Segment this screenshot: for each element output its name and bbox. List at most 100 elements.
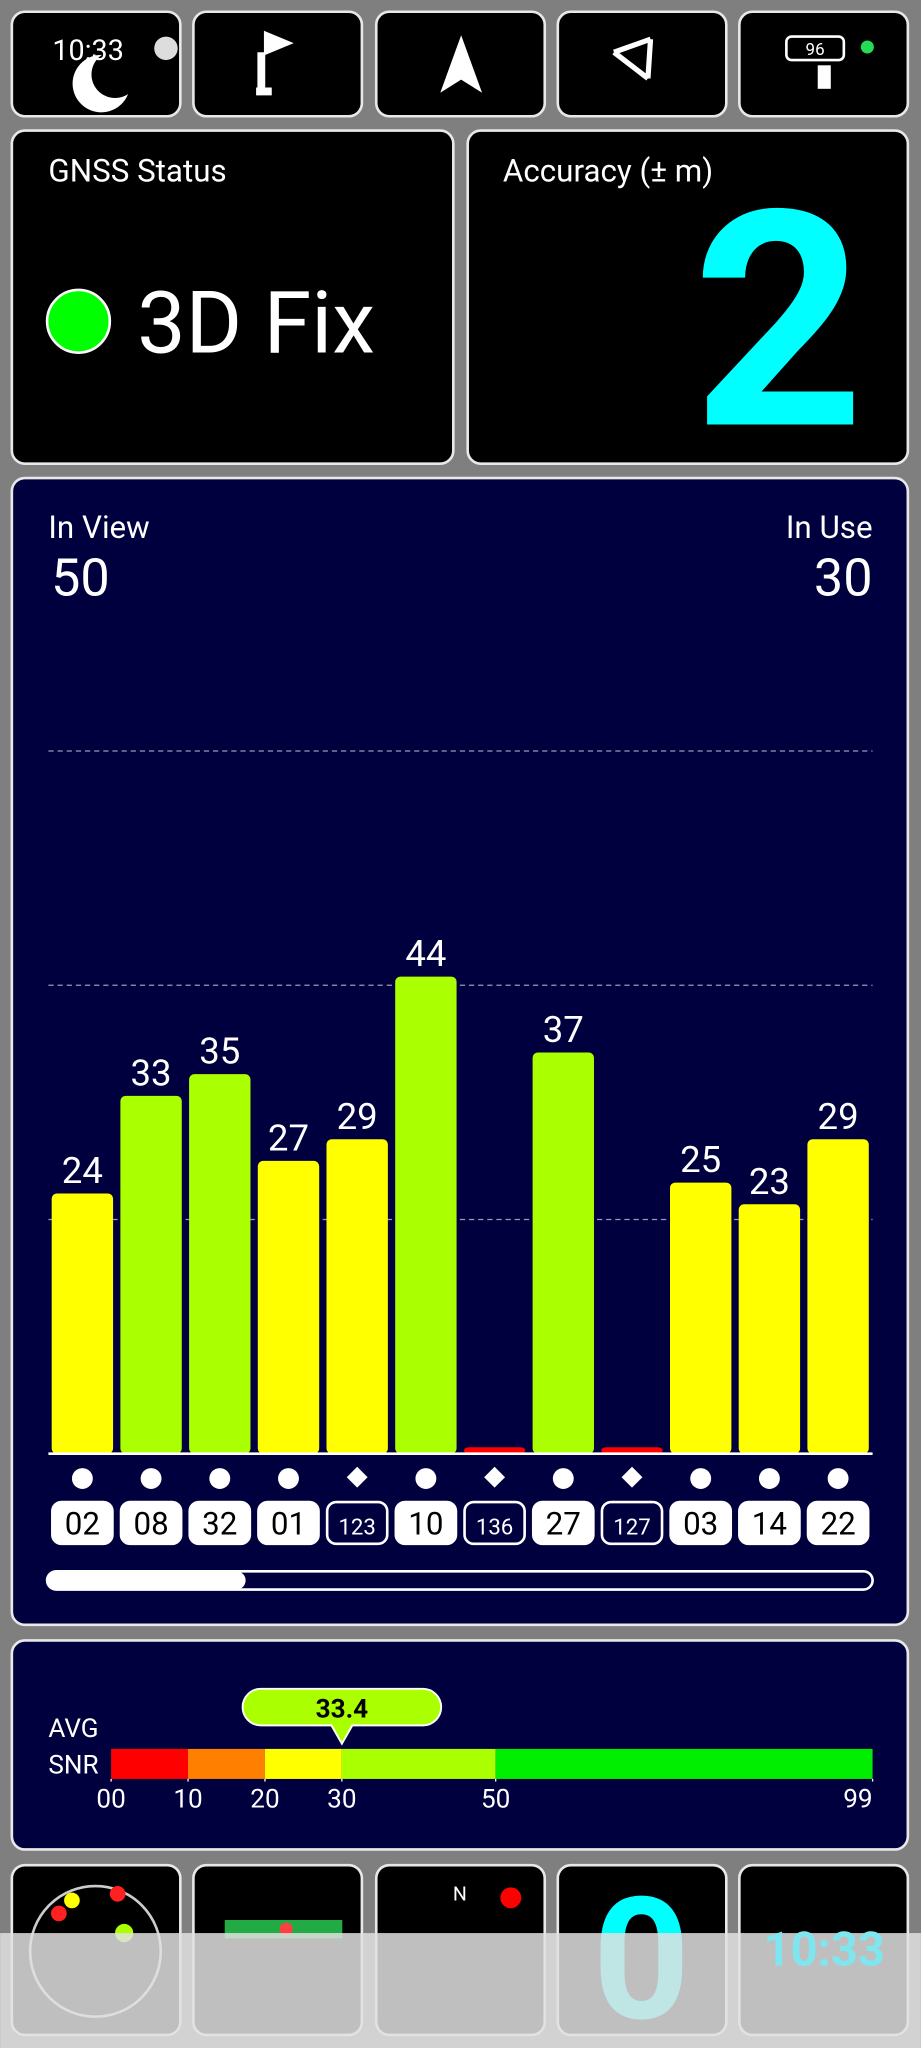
- value-label: 29: [337, 1095, 378, 1138]
- marker: [346, 1466, 368, 1488]
- id-box: [119, 1500, 183, 1546]
- x-tick-label: 10: [408, 1506, 443, 1543]
- battery-level: 96: [806, 40, 825, 60]
- location-dot: [279, 1922, 293, 1936]
- id-box: [394, 1500, 458, 1546]
- id-box: [669, 1500, 733, 1546]
- x-tick-label: 01: [271, 1506, 306, 1543]
- x-tick-label: 00: [96, 1785, 125, 1815]
- id-box: [257, 1500, 320, 1546]
- clock: 10:33: [52, 34, 124, 68]
- marker: [209, 1468, 231, 1489]
- x-tick-label: 30: [327, 1785, 356, 1815]
- x-tick-label: 20: [250, 1785, 279, 1815]
- x-tick-label: 123: [338, 1515, 375, 1541]
- id-box: [325, 1500, 389, 1546]
- avg-marker: [241, 1687, 443, 1746]
- tile[interactable]: [738, 10, 910, 118]
- check-icon: [154, 36, 178, 61]
- snr-band: [495, 1748, 873, 1779]
- id-box: [51, 1500, 114, 1546]
- x-tick-label: 02: [65, 1506, 100, 1543]
- x-tick-label: 03: [683, 1506, 718, 1543]
- id-box: [531, 1500, 595, 1546]
- value-label: 25: [680, 1138, 721, 1181]
- fix-status: 3D Fix: [137, 274, 375, 375]
- value-label: 44: [405, 932, 446, 975]
- sky-dot: [51, 1905, 67, 1922]
- x-tick-label: 10: [173, 1785, 202, 1815]
- navigation-icon: [440, 35, 483, 93]
- in-view-count: 50: [51, 548, 110, 609]
- share-icon: [612, 36, 654, 81]
- scrollbar-thumb[interactable]: [47, 1571, 246, 1590]
- snr-band: [264, 1748, 342, 1779]
- x-tick-label: 32: [202, 1506, 237, 1543]
- bar: [257, 1160, 320, 1454]
- marker: [415, 1468, 437, 1489]
- marker: [827, 1468, 849, 1489]
- snr-label: SNR: [48, 1751, 98, 1781]
- bar: [807, 1139, 869, 1454]
- avg-label: AVG: [48, 1714, 98, 1744]
- in-use-count: 30: [814, 548, 873, 609]
- bar: [670, 1182, 732, 1454]
- bar: [189, 1074, 251, 1454]
- sky-dot: [109, 1886, 126, 1902]
- gnss-status-panel[interactable]: [10, 129, 455, 465]
- bar: [51, 1193, 114, 1454]
- in-view-label: In View: [48, 509, 149, 546]
- bar: [395, 976, 457, 1454]
- snr-band: [111, 1748, 189, 1779]
- tile[interactable]: [192, 10, 364, 118]
- x-tick-label: 14: [752, 1506, 787, 1543]
- moon-icon: [72, 54, 129, 113]
- sky-dot: [64, 1892, 80, 1909]
- fix-indicator: [45, 288, 112, 354]
- value-label: 35: [199, 1030, 240, 1073]
- snr-band: [341, 1748, 496, 1779]
- accuracy-value: 2: [692, 146, 864, 498]
- panel-title: GNSS Status: [48, 153, 226, 190]
- marker: [71, 1468, 93, 1489]
- marker: [552, 1468, 574, 1489]
- marker: [484, 1466, 506, 1488]
- x-tick-label: 27: [546, 1506, 581, 1543]
- x-tick-label: 136: [476, 1515, 513, 1541]
- status-tiles: [10, 10, 910, 118]
- marker: [690, 1468, 712, 1489]
- snr-scale: 00 10 20 30 50 99 33.4: [96, 1687, 874, 1815]
- value-label: 27: [268, 1116, 309, 1159]
- x-tick-label: 22: [820, 1506, 855, 1543]
- usb-icon: [817, 65, 831, 89]
- tile[interactable]: [10, 10, 182, 118]
- marker: [758, 1468, 780, 1489]
- accuracy-panel[interactable]: [466, 129, 910, 465]
- battery-icon: [785, 35, 846, 62]
- x-tick-label: 50: [481, 1785, 510, 1815]
- value-label: 33: [131, 1051, 172, 1094]
- in-use-label: In Use: [786, 509, 873, 546]
- x-tick-label: 127: [613, 1515, 650, 1541]
- avg-snr-panel[interactable]: [10, 1639, 910, 1851]
- value-label: 37: [543, 1008, 584, 1051]
- bar: [463, 1447, 526, 1454]
- bar: [532, 1052, 594, 1454]
- id-box: [738, 1500, 801, 1546]
- x-tick-label: 08: [133, 1506, 168, 1543]
- id-box: [188, 1500, 252, 1546]
- value-label: 29: [818, 1095, 859, 1138]
- tile[interactable]: [556, 10, 728, 118]
- value-label: 23: [749, 1160, 790, 1203]
- bar: [601, 1447, 663, 1454]
- snr-band: [188, 1748, 265, 1779]
- bar: [120, 1095, 182, 1454]
- avg-value: 33.4: [316, 1695, 369, 1725]
- marker: [278, 1468, 299, 1489]
- compass-north: N: [453, 1882, 467, 1905]
- bar: [738, 1204, 801, 1454]
- id-box: [600, 1500, 664, 1546]
- compass-dot: [500, 1887, 522, 1909]
